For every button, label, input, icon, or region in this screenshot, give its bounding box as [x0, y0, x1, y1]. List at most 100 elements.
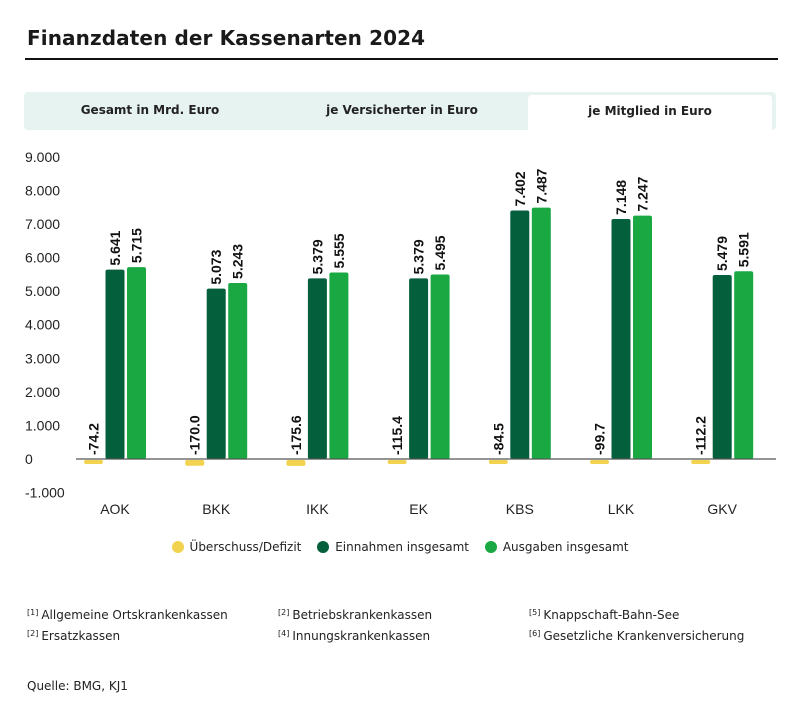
y-tick-label: 5.000 [25, 283, 60, 299]
surplus-bar[interactable] [488, 460, 508, 464]
legend-item-income[interactable]: Einnahmen insgesamt [317, 540, 469, 554]
y-tick-label: 9.000 [25, 149, 60, 165]
footnote-mark: [1] [27, 608, 39, 617]
surplus-bar[interactable] [84, 460, 103, 464]
data-label: 5.073 [208, 249, 224, 284]
footnote-mark: [5] [529, 608, 541, 617]
data-label: 5.715 [129, 228, 145, 263]
data-label: -115.4 [389, 416, 405, 455]
data-label: -112.2 [693, 416, 709, 455]
expenses-bar[interactable] [329, 272, 349, 459]
surplus-bar[interactable] [691, 460, 711, 464]
footnote: [5] Knappschaft-Bahn-See [529, 608, 679, 622]
expenses-dot-icon [484, 541, 497, 553]
y-tick-label: 2.000 [25, 384, 60, 400]
x-tick-label: KBS [506, 501, 534, 517]
data-label: -170.0 [187, 415, 203, 455]
y-tick-label: 0 [25, 451, 33, 467]
data-label: 5.479 [714, 236, 730, 271]
y-tick-label: 7.000 [25, 216, 60, 232]
income-bar[interactable] [105, 269, 125, 459]
y-tick-label: 3.000 [25, 350, 60, 366]
surplus-bar[interactable] [185, 460, 205, 466]
data-label: -84.5 [490, 423, 506, 455]
footnote-mark: [2] [27, 629, 39, 638]
data-label: -175.6 [288, 415, 304, 455]
income-dot-icon [317, 541, 330, 553]
data-labels: -74.2 5.641 5.715 -170.0 5.073 5.243 -175.6 5.3… [86, 168, 752, 455]
surplus-bar[interactable] [286, 460, 306, 466]
x-tick-label: LKK [608, 501, 635, 517]
footnote-text: Ersatzkassen [41, 629, 121, 643]
income-bar[interactable] [409, 278, 429, 459]
chart-title: Finanzdaten der Kassenarten 2024 [27, 26, 426, 50]
data-label: 5.243 [230, 244, 246, 279]
data-label: 5.379 [309, 239, 325, 274]
footnote-text: Allgemeine Ortskrankenkassen [41, 608, 228, 622]
x-tick-label: EK [409, 501, 428, 517]
surplus-bar[interactable] [387, 460, 407, 464]
data-label: 7.148 [613, 180, 629, 215]
y-tick-label: 8.000 [25, 182, 60, 198]
footnote-text: Gesetzliche Krankenversicherung [543, 629, 745, 643]
legend: Überschuss/Defizit Einnahmen insgesamt A… [0, 540, 800, 556]
legend-label: Ausgaben insgesamt [502, 540, 629, 554]
tab-je-mitglied[interactable]: je Mitglied in Euro [528, 95, 772, 130]
title-divider [25, 58, 778, 60]
x-tick-label: BKK [202, 501, 231, 517]
footnote-text: Knappschaft-Bahn-See [543, 608, 680, 622]
footnote: [1] Allgemeine Ortskrankenkassen [27, 608, 228, 622]
footnote: [2] Ersatzkassen [27, 629, 120, 643]
data-label: 5.379 [411, 239, 427, 274]
x-tick-label: GKV [707, 501, 737, 517]
expenses-bar[interactable] [734, 271, 754, 459]
expenses-bar[interactable] [633, 215, 652, 459]
bars [84, 207, 754, 466]
tab-gesamt[interactable]: Gesamt in Mrd. Euro [80, 103, 220, 117]
y-tick-label: 4.000 [25, 317, 60, 333]
data-label: -74.2 [86, 423, 102, 455]
data-label: 5.641 [107, 230, 123, 265]
footnote: [4] Innungskrankenkassen [278, 629, 430, 643]
data-label: 7.402 [512, 171, 528, 206]
y-tick-label: -1.000 [25, 485, 65, 501]
expenses-bar[interactable] [228, 282, 248, 459]
y-axis: 9.000 8.000 7.000 6.000 5.000 4.000 3.000 2.000… [25, 149, 65, 501]
tab-bar: Gesamt in Mrd. Euro je Versicherter in E… [24, 92, 776, 130]
income-bar[interactable] [712, 275, 732, 459]
expenses-bar[interactable] [531, 207, 551, 459]
y-tick-label: 6.000 [25, 250, 60, 266]
legend-item-surplus[interactable]: Überschuss/Defizit [171, 540, 302, 554]
footnote-text: Betriebskrankenkassen [292, 608, 433, 622]
x-tick-label: IKK [306, 501, 329, 517]
income-bar[interactable] [206, 288, 226, 459]
tab-je-versicherter[interactable]: je Versicherter in Euro [326, 103, 478, 117]
footnote: [6] Gesetzliche Krankenversicherung [529, 629, 744, 643]
income-bar[interactable] [611, 218, 631, 459]
legend-label: Überschuss/Defizit [189, 540, 302, 554]
x-axis: AOK BKK IKK EK KBS LKK GKV [100, 501, 737, 517]
footnote-mark: [2] [278, 608, 290, 617]
footnote: [2] Betriebskrankenkassen [278, 608, 432, 622]
footnote-text: Innungskrankenkassen [292, 629, 431, 643]
data-label: 5.495 [432, 235, 448, 270]
footnote-mark: [6] [529, 629, 541, 638]
source-note: Quelle: BMG, KJ1 [27, 679, 128, 693]
surplus-bar[interactable] [590, 460, 609, 464]
legend-item-expenses[interactable]: Ausgaben insgesamt [484, 540, 629, 554]
data-label: 5.555 [331, 233, 347, 268]
expenses-bar[interactable] [430, 274, 450, 459]
income-bar[interactable] [307, 278, 327, 459]
income-bar[interactable] [510, 210, 530, 459]
surplus-dot-icon [171, 541, 184, 553]
footnote-mark: [4] [278, 629, 290, 638]
legend-label: Einnahmen insgesamt [335, 540, 469, 554]
x-tick-label: AOK [100, 501, 130, 517]
data-label: -99.7 [592, 423, 608, 455]
y-tick-label: 1.000 [25, 417, 60, 433]
data-label: 7.247 [635, 176, 651, 211]
data-label: 7.487 [533, 168, 549, 203]
expenses-bar[interactable] [127, 267, 146, 459]
data-label: 5.591 [736, 232, 752, 267]
bar-chart: 9.000 8.000 7.000 6.000 5.000 4.000 3.000 2.000… [25, 149, 776, 517]
